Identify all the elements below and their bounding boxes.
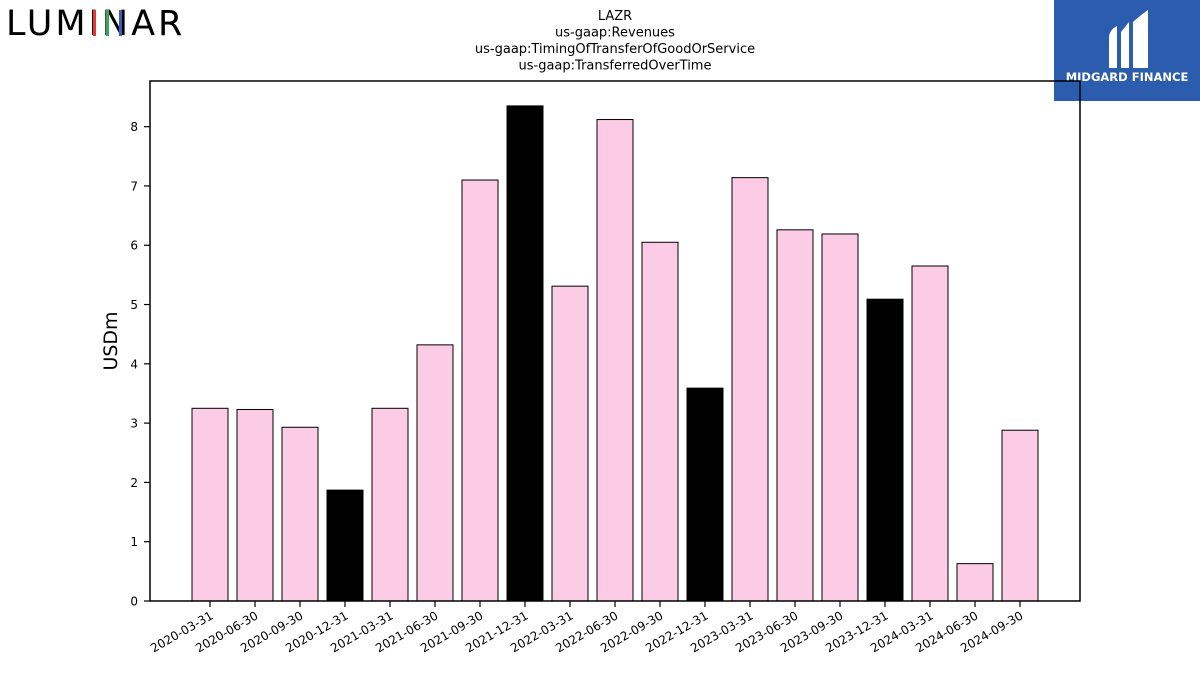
luminar-logo: LUMINAR (6, 4, 182, 40)
bar (596, 119, 634, 602)
y-axis-label: USDm (100, 311, 122, 370)
bar (416, 344, 454, 602)
y-tick-label: 0 (130, 595, 138, 609)
bar (911, 265, 949, 602)
bar (956, 563, 994, 602)
bar (461, 179, 499, 602)
chart-title-line: us-gaap:TimingOfTransferOfGoodOrService (475, 42, 755, 57)
y-tick-label: 6 (130, 239, 138, 253)
midgard-logo-text: MIDGARD FINANCE (1066, 70, 1189, 84)
bar (371, 407, 409, 602)
chart-title-line: LAZR (598, 9, 632, 24)
bar (551, 285, 589, 602)
chart-title-line: us-gaap:TransferredOverTime (519, 59, 712, 74)
y-tick-label: 5 (130, 298, 138, 312)
bar (776, 229, 814, 602)
y-tick-label: 7 (130, 179, 138, 193)
bar (191, 407, 229, 602)
bar (1001, 429, 1039, 602)
midgard-logo-mark (1109, 10, 1148, 68)
y-tick-label: 2 (130, 476, 138, 490)
y-tick-label: 1 (130, 535, 138, 549)
y-tick-label: 3 (130, 417, 138, 431)
midgard-finance-logo: MIDGARD FINANCE (1054, 0, 1200, 101)
y-tick-label: 4 (130, 357, 138, 371)
bar (281, 426, 319, 602)
bar (866, 298, 904, 602)
bar (326, 489, 364, 602)
y-tick-label: 8 (130, 120, 138, 134)
bar (686, 387, 724, 602)
chart-title-line: us-gaap:Revenues (555, 26, 675, 41)
bar (236, 408, 274, 602)
bar (821, 233, 859, 602)
bar (506, 105, 544, 602)
bar (641, 241, 679, 602)
bar (731, 177, 769, 602)
